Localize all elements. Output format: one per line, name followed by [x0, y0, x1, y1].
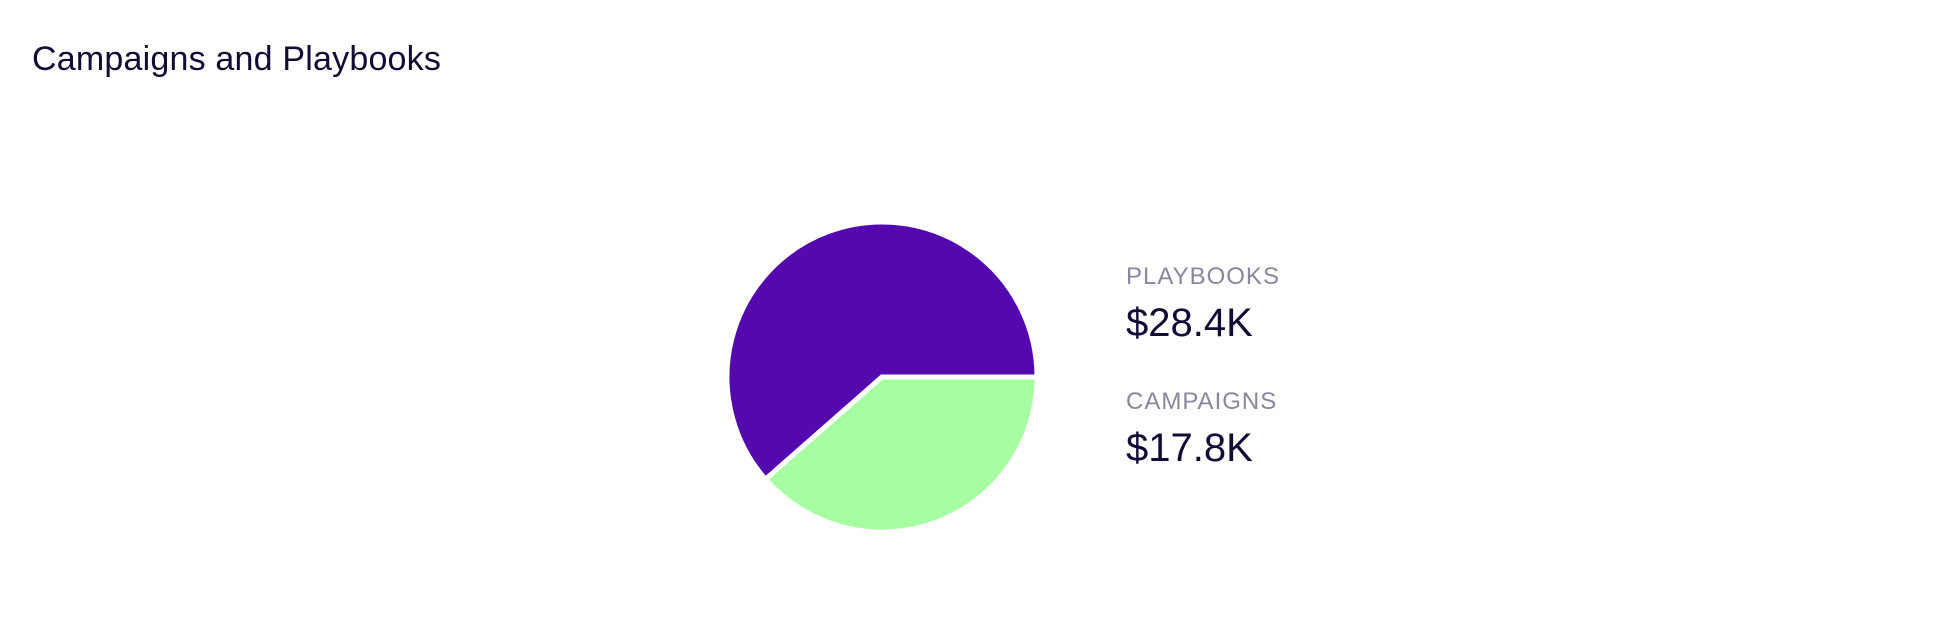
chart-legend: PLAYBOOKS $28.4K CAMPAIGNS $17.8K: [1126, 262, 1526, 512]
legend-value-playbooks: $28.4K: [1126, 301, 1253, 345]
legend-item-campaigns: CAMPAIGNS $17.8K: [1126, 387, 1526, 512]
legend-label-campaigns: CAMPAIGNS: [1126, 388, 1278, 415]
legend-value-campaigns: $17.8K: [1126, 426, 1253, 470]
pie-slice-campaigns[interactable]: [762, 374, 1040, 535]
pie-chart: [724, 219, 1040, 535]
card-title: Campaigns and Playbooks: [32, 40, 442, 78]
legend-label-playbooks: PLAYBOOKS: [1126, 263, 1280, 290]
pie-slice-playbooks[interactable]: [724, 219, 1040, 483]
legend-item-playbooks: PLAYBOOKS $28.4K: [1126, 262, 1526, 387]
